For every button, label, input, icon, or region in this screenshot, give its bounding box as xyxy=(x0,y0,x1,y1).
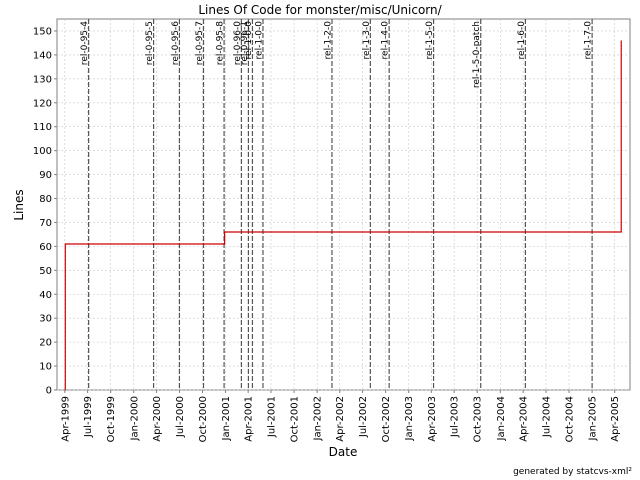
release-marker-label: rel-1-0-0 xyxy=(254,21,264,60)
x-tick-label: Oct-1999 xyxy=(106,396,117,442)
credit-text: generated by statcvs-xml² xyxy=(513,467,632,477)
y-tick-label: 100 xyxy=(33,146,52,157)
x-tick-label: Jul-1999 xyxy=(83,396,94,438)
x-tick-label: Apr-2003 xyxy=(427,396,438,442)
loc-series-line xyxy=(64,40,622,391)
x-tick-label: Oct-2004 xyxy=(565,396,576,442)
release-marker-label: rel-0-95-8 xyxy=(216,21,226,65)
release-marker-label: rel-1-4-0 xyxy=(381,21,391,60)
x-tick-label: Jan-2002 xyxy=(313,396,324,441)
release-marker-label: rel-1-3-0 xyxy=(362,21,372,60)
x-tick-label: Apr-2000 xyxy=(152,396,163,442)
x-tick-label: Apr-2002 xyxy=(335,396,346,442)
y-tick-label: 30 xyxy=(39,314,52,325)
y-tick-label: 20 xyxy=(39,338,52,349)
release-markers: rel-0-95-4 rel-0-95-5 rel-0-95-6 rel-0-95-7… xyxy=(80,19,594,390)
y-axis: 0 10 20 30 40 50 60 70 80 90 100 110 120 130 140 150 xyxy=(33,26,57,397)
y-tick-label: 80 xyxy=(39,194,52,205)
y-tick-label: 50 xyxy=(39,266,52,277)
x-tick-label: Jul-2003 xyxy=(450,396,461,438)
x-tick-label: Jan-2003 xyxy=(404,396,415,441)
x-tick-label: Jul-2004 xyxy=(541,396,552,438)
x-tick-label: Jan-2004 xyxy=(496,396,507,441)
y-tick-label: 10 xyxy=(39,362,52,373)
x-tick-label: Oct-2001 xyxy=(290,396,301,442)
x-tick-label: Oct-2002 xyxy=(381,396,392,442)
plot-area: rel-0-95-4 rel-0-95-5 rel-0-95-6 rel-0-95-7… xyxy=(56,18,631,391)
x-tick-label: Oct-2000 xyxy=(198,396,209,442)
y-tick-label: 150 xyxy=(33,26,52,37)
y-tick-label: 70 xyxy=(39,218,52,229)
release-marker-label: rel-1-2-0 xyxy=(323,21,333,60)
y-tick-label: 60 xyxy=(39,242,52,253)
y-tick-label: 40 xyxy=(39,290,52,301)
release-marker-label: rel-1-5-0 xyxy=(425,21,435,60)
release-marker-label: rel-1-7-0 xyxy=(584,21,594,60)
x-tick-label: Jan-2000 xyxy=(129,396,140,441)
release-marker-label: rel-0-96-1 xyxy=(240,21,250,65)
release-marker-label: rel-0-95-5 xyxy=(145,21,155,65)
x-tick-label: Apr-2001 xyxy=(244,396,255,442)
release-marker-label: rel-0-96-0 xyxy=(233,21,243,65)
x-axis-title: Date xyxy=(329,445,358,459)
x-tick-label: Oct-2003 xyxy=(473,396,484,442)
release-marker-label: rel-0-95-4 xyxy=(80,21,90,65)
x-tick-label: Jul-2002 xyxy=(358,396,369,438)
series-lines xyxy=(64,40,622,391)
x-tick-label: Jan-2005 xyxy=(588,396,599,441)
x-tick-label: Apr-2004 xyxy=(519,396,530,442)
release-marker-label: rel-0-95-6 xyxy=(171,21,181,65)
y-tick-label: 120 xyxy=(33,98,52,109)
y-tick-label: 0 xyxy=(46,386,52,397)
x-tick-label: Jul-2001 xyxy=(266,396,277,438)
x-tick-label: Jan-2001 xyxy=(221,396,232,441)
y-tick-label: 140 xyxy=(33,50,52,61)
release-marker-label: rel-0-95-7 xyxy=(195,21,205,65)
x-axis: Apr-1999 Jul-1999 Oct-1999 Jan-2000 Apr-2000… xyxy=(60,390,621,442)
y-tick-label: 110 xyxy=(33,122,52,133)
y-tick-label: 90 xyxy=(39,170,52,181)
y-tick-label: 130 xyxy=(33,74,52,85)
chart-title: Lines Of Code for monster/misc/Unicorn/ xyxy=(198,3,442,17)
y-axis-title: Lines xyxy=(12,189,26,220)
release-marker-label: rel-1-5-0-patch xyxy=(472,21,482,88)
x-tick-label: Jul-2000 xyxy=(175,396,186,438)
release-marker-label: rel-1-6-0 xyxy=(517,21,527,60)
x-tick-label: Apr-2005 xyxy=(610,396,621,442)
x-tick-label: Apr-1999 xyxy=(60,396,71,442)
plot-background xyxy=(56,18,631,391)
release-marker-label: rel-1-0-0 xyxy=(244,21,254,60)
